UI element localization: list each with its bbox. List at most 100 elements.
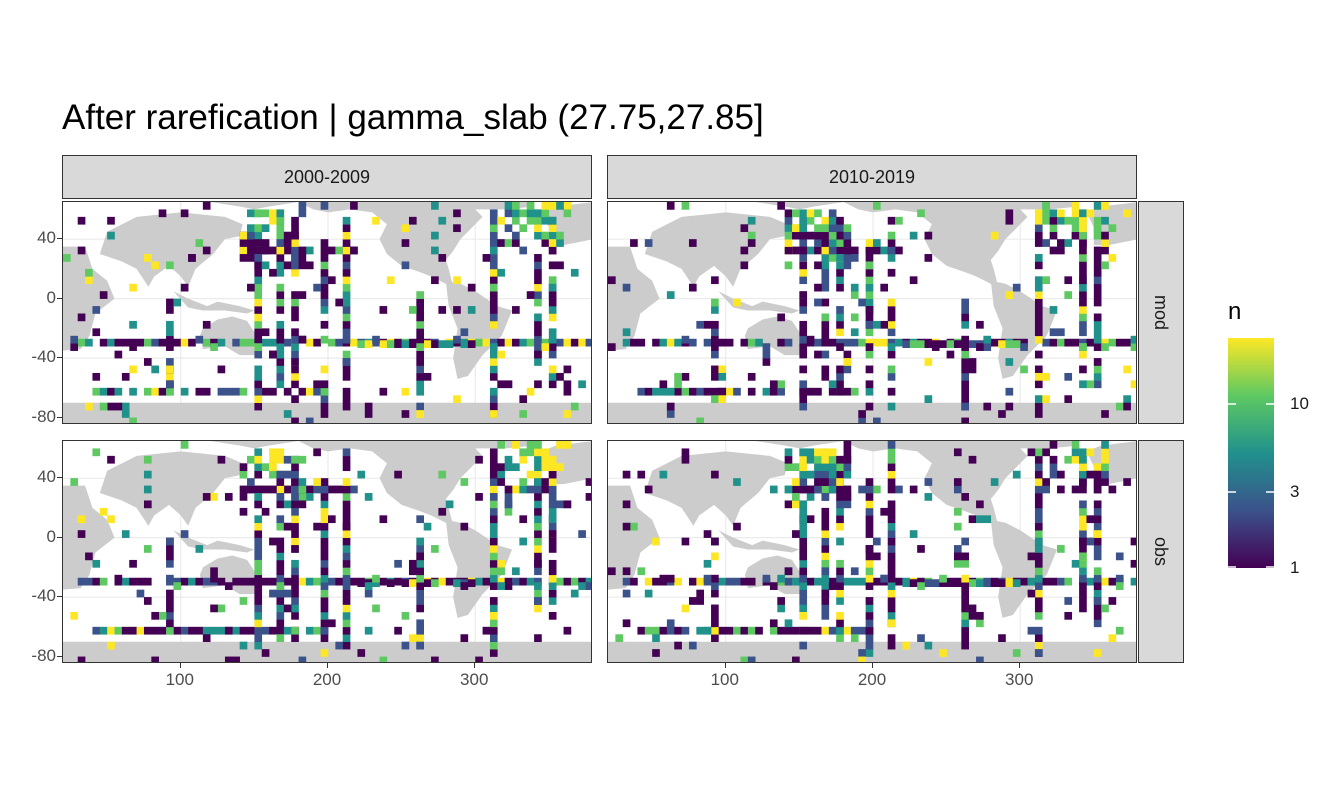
heat-cell	[224, 656, 233, 662]
heat-cell	[769, 387, 778, 396]
heat-cell	[408, 340, 417, 348]
heat-cell	[489, 209, 498, 218]
heat-cell	[408, 567, 417, 576]
heat-cell	[681, 626, 690, 635]
heat-cell	[497, 338, 505, 347]
heat-cell	[1071, 485, 1080, 494]
heat-cell	[497, 582, 505, 590]
heat-cell	[799, 448, 808, 457]
heat-cell	[850, 328, 859, 337]
heat-cell	[534, 283, 542, 292]
heat-cell	[320, 493, 329, 501]
panel-svg	[63, 202, 591, 423]
heat-cell	[1049, 231, 1058, 240]
heat-cell	[792, 530, 800, 538]
heat-cell	[755, 338, 763, 347]
heat-cell	[416, 634, 424, 642]
heat-cell	[320, 291, 329, 299]
heat-cell	[276, 522, 285, 531]
heat-cell	[202, 320, 211, 329]
heat-cell	[195, 626, 204, 635]
panel-2000-2009-obs	[62, 440, 592, 663]
heat-cell	[887, 567, 896, 576]
heat-cell	[291, 417, 299, 423]
heat-cell	[711, 335, 719, 344]
facet-label-col-1: 2000-2009	[283, 166, 371, 187]
heat-cell	[254, 239, 263, 247]
heat-cell	[887, 246, 896, 255]
heat-cell	[887, 634, 896, 642]
heat-cell	[254, 530, 263, 538]
heat-cell	[276, 448, 285, 457]
heat-cell	[320, 634, 329, 642]
heat-cell	[1034, 485, 1043, 494]
heat-cell	[1123, 209, 1131, 218]
heat-cell	[858, 338, 866, 347]
heat-cell	[504, 485, 513, 494]
heat-cell	[254, 463, 263, 472]
heat-cell	[548, 298, 557, 307]
heat-cell	[166, 589, 174, 598]
heat-cell	[548, 545, 557, 553]
heat-cell	[320, 283, 329, 292]
heat-cell	[1071, 448, 1080, 457]
heat-cell	[703, 626, 712, 635]
heat-cell	[836, 507, 844, 516]
heat-cell	[821, 239, 830, 247]
heat-cell	[269, 268, 277, 277]
heat-cell	[799, 209, 808, 218]
heat-cell	[313, 338, 321, 347]
heat-cell	[865, 626, 874, 635]
heat-cell	[968, 358, 977, 366]
heat-cell	[438, 507, 447, 516]
heat-cell	[254, 306, 263, 314]
heat-cell	[291, 611, 299, 620]
heat-cell	[534, 343, 542, 351]
heat-cell	[261, 507, 270, 516]
heat-cell	[976, 656, 984, 662]
heat-cell	[784, 224, 793, 233]
heat-cell	[578, 577, 586, 586]
heat-cell	[489, 291, 498, 299]
heat-cell	[1034, 500, 1043, 509]
heat-cell	[276, 320, 285, 329]
heat-cell	[269, 338, 277, 347]
heat-cell	[1064, 216, 1073, 225]
heat-cell	[666, 626, 675, 635]
heat-cell	[357, 649, 366, 657]
heat-cell	[1034, 224, 1043, 233]
heat-cell	[519, 338, 528, 347]
heat-cell	[1034, 463, 1043, 472]
heat-cell	[887, 463, 896, 472]
heat-cell	[298, 209, 307, 218]
heat-cell	[254, 545, 263, 553]
heat-cell	[534, 328, 542, 337]
heat-cell	[924, 493, 933, 501]
heat-cell	[247, 254, 255, 262]
heat-cell	[276, 470, 285, 479]
heat-cell	[1042, 395, 1050, 403]
heat-cell	[320, 254, 329, 262]
heat-cell	[489, 365, 498, 374]
heat-cell	[1086, 537, 1095, 546]
heat-cell	[541, 463, 550, 472]
heat-cell	[814, 209, 822, 218]
heat-cell	[313, 522, 321, 531]
heat-cell	[828, 455, 837, 464]
heat-cell	[320, 202, 329, 210]
heat-cell	[836, 380, 844, 389]
heat-cell	[328, 515, 336, 524]
heat-cell	[747, 387, 756, 396]
heat-cell	[195, 387, 204, 396]
heat-cell	[350, 202, 358, 210]
heat-cell	[821, 455, 830, 464]
land-mass	[1020, 441, 1080, 449]
heat-cell	[784, 567, 793, 576]
heat-cell	[416, 402, 424, 411]
heat-cell	[799, 276, 808, 285]
heat-cell	[364, 582, 373, 590]
heat-cell	[806, 493, 815, 501]
heat-cell	[696, 626, 704, 635]
heat-cell	[239, 231, 248, 240]
heat-cell	[909, 231, 918, 240]
